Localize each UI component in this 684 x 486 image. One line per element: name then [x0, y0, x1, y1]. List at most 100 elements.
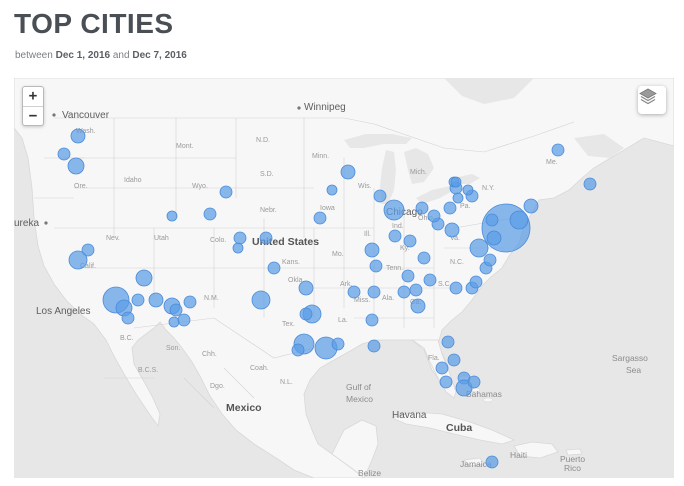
city-marker[interactable] [435, 361, 449, 375]
city-marker[interactable] [251, 290, 271, 310]
jamaica [463, 457, 485, 467]
city-marker[interactable] [166, 210, 178, 222]
city-marker[interactable] [367, 339, 381, 353]
city-marker[interactable] [417, 251, 431, 265]
city-marker[interactable] [298, 280, 314, 296]
svg-text:Coah.: Coah. [250, 365, 269, 372]
city-marker[interactable] [331, 337, 345, 351]
svg-text:Ala.: Ala. [382, 295, 394, 302]
city-marker[interactable] [67, 157, 85, 175]
label-belize: Belize [358, 468, 381, 478]
city-marker[interactable] [485, 455, 499, 469]
city-marker[interactable] [462, 184, 474, 196]
city-marker[interactable] [409, 283, 423, 297]
svg-text:Ohio: Ohio [418, 215, 433, 222]
page-title: TOP CITIES [14, 8, 174, 39]
city-marker[interactable] [203, 207, 217, 221]
city-marker[interactable] [427, 209, 441, 223]
between-text: between [15, 50, 53, 61]
city-marker[interactable] [373, 189, 387, 203]
city-markers[interactable] [57, 128, 597, 469]
label-los-angeles: Los Angeles [36, 306, 91, 317]
city-map[interactable]: Vancouver Winnipeg ureka Chicago Los Ang… [14, 78, 674, 478]
zoom-control[interactable]: + − [22, 86, 44, 126]
city-marker[interactable] [423, 273, 437, 287]
city-marker[interactable] [441, 335, 455, 349]
city-marker[interactable] [81, 243, 95, 257]
city-marker[interactable] [340, 164, 356, 180]
city-marker[interactable] [410, 298, 426, 314]
city-marker[interactable] [168, 316, 180, 328]
city-marker[interactable] [551, 143, 565, 157]
city-marker[interactable] [367, 285, 381, 299]
city-marker[interactable] [469, 238, 489, 258]
svg-text:Nev.: Nev. [106, 235, 120, 242]
svg-text:Miss.: Miss. [354, 297, 370, 304]
svg-text:Tenn.: Tenn. [386, 265, 403, 272]
svg-text:Mont.: Mont. [176, 143, 194, 150]
city-marker[interactable] [486, 230, 502, 246]
city-marker[interactable] [443, 201, 457, 215]
svg-text:Colo.: Colo. [210, 237, 226, 244]
layers-button[interactable] [638, 86, 666, 114]
city-marker[interactable] [450, 176, 462, 188]
city-marker[interactable] [452, 192, 464, 204]
svg-text:Tex.: Tex. [282, 321, 295, 328]
city-marker[interactable] [232, 242, 244, 254]
city-marker[interactable] [347, 285, 361, 299]
city-marker[interactable] [415, 201, 429, 215]
city-marker[interactable] [467, 375, 481, 389]
lake-michigan [380, 150, 396, 204]
city-marker[interactable] [177, 313, 191, 327]
city-marker[interactable] [267, 261, 281, 275]
city-marker[interactable] [169, 303, 183, 317]
city-marker[interactable] [388, 229, 402, 243]
lake-huron [404, 148, 434, 184]
map-canvas[interactable]: Vancouver Winnipeg ureka Chicago Los Ang… [14, 78, 674, 478]
city-marker[interactable] [183, 295, 197, 309]
city-marker[interactable] [583, 177, 597, 191]
city-marker[interactable] [233, 231, 247, 245]
city-marker[interactable] [523, 198, 539, 214]
svg-text:Kans.: Kans. [282, 259, 300, 266]
svg-text:N.L.: N.L. [280, 379, 293, 386]
label-puerto-2: Rico [564, 463, 581, 473]
label-haiti: Haiti [510, 450, 527, 460]
city-marker[interactable] [444, 222, 460, 238]
date-range: between Dec 1, 2016 and Dec 7, 2016 [15, 50, 187, 61]
city-marker[interactable] [259, 231, 273, 245]
city-marker[interactable] [383, 199, 405, 221]
svg-text:S.C.: S.C. [438, 281, 452, 288]
city-marker[interactable] [483, 253, 497, 267]
city-marker[interactable] [70, 128, 86, 144]
city-marker[interactable] [148, 292, 164, 308]
city-marker[interactable] [131, 293, 145, 307]
city-marker[interactable] [447, 353, 461, 367]
city-marker[interactable] [449, 281, 463, 295]
svg-text:Mich.: Mich. [410, 169, 427, 176]
city-marker[interactable] [403, 234, 417, 248]
city-marker[interactable] [326, 184, 338, 196]
svg-text:Okla.: Okla. [288, 277, 304, 284]
city-marker[interactable] [485, 213, 499, 227]
city-marker[interactable] [369, 259, 383, 273]
city-marker[interactable] [68, 250, 88, 270]
city-marker[interactable] [121, 311, 135, 325]
city-marker[interactable] [365, 313, 379, 327]
city-marker[interactable] [469, 275, 483, 289]
city-marker[interactable] [397, 285, 411, 299]
city-marker[interactable] [219, 185, 233, 199]
city-marker[interactable] [299, 307, 313, 321]
city-marker[interactable] [57, 147, 71, 161]
city-marker[interactable] [135, 269, 153, 287]
city-marker[interactable] [364, 242, 380, 258]
city-marker[interactable] [291, 343, 305, 357]
city-marker[interactable] [439, 375, 453, 389]
zoom-out-button[interactable]: − [23, 106, 43, 125]
city-marker[interactable] [313, 211, 327, 225]
zoom-in-button[interactable]: + [28, 88, 38, 104]
city-marker[interactable] [401, 269, 415, 283]
svg-text:Ind.: Ind. [392, 223, 404, 230]
city-marker[interactable] [509, 210, 529, 230]
svg-text:N.Y.: N.Y. [482, 185, 495, 192]
